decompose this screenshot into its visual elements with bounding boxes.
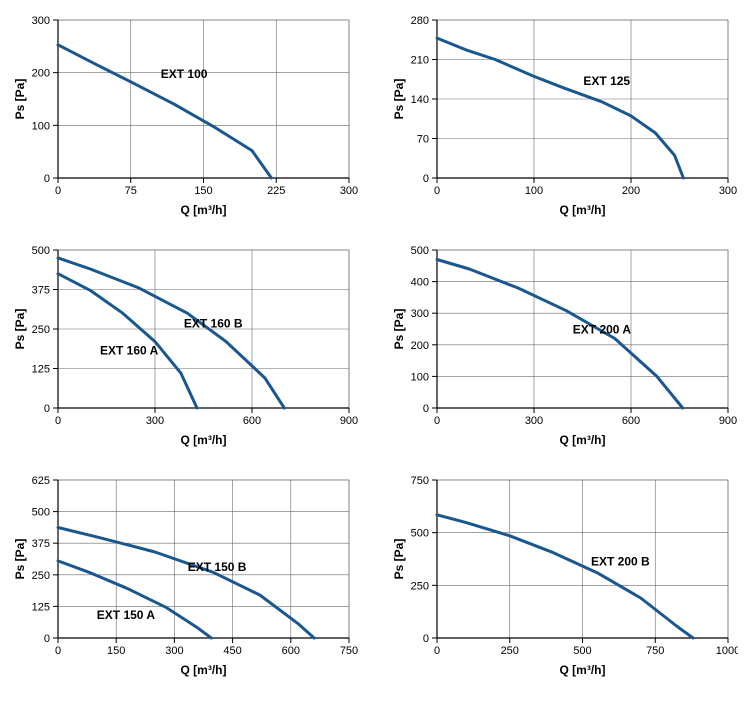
- chart-ext200b: 0 250 500 750 1000 0 250 500 750 Q [m³/h] Ps [Pa] E…: [389, 470, 738, 680]
- series-line: [437, 38, 683, 178]
- x-tick-label: 300: [340, 185, 358, 197]
- y-tick-label: 500: [411, 245, 429, 257]
- y-tick-label: 70: [417, 134, 429, 146]
- x-tick-label: 0: [434, 415, 440, 427]
- x-tick-label: 0: [434, 645, 440, 657]
- y-tick-label: 0: [44, 633, 50, 645]
- x-axis-label: Q [m³/h]: [181, 663, 227, 677]
- chart-ext160: 0 300 600 900 0 125 250 375 500 Q [m³/h] Ps [Pa] EX…: [10, 240, 359, 450]
- y-tick-label: 100: [411, 371, 429, 383]
- y-tick-label: 125: [32, 364, 50, 376]
- y-axis-label: Ps [Pa]: [13, 79, 27, 120]
- x-tick-label: 750: [340, 645, 358, 657]
- series-line: [437, 515, 693, 638]
- y-tick-label: 140: [411, 94, 429, 106]
- y-tick-label: 250: [411, 580, 429, 592]
- chart-ext100: 0 75 150 225 300 0 100 200 300 Q [m³/h] Ps [Pa] EXT…: [10, 10, 359, 220]
- y-tick-label: 500: [32, 245, 50, 257]
- x-tick-label: 0: [434, 185, 440, 197]
- y-tick-label: 200: [32, 68, 50, 80]
- y-axis-label: Ps [Pa]: [13, 309, 27, 350]
- series-label: EXT 125: [583, 74, 630, 88]
- y-tick-label: 500: [411, 528, 429, 540]
- x-tick-label: 750: [646, 645, 664, 657]
- y-tick-label: 625: [32, 475, 50, 487]
- x-tick-label: 150: [194, 185, 212, 197]
- y-tick-label: 280: [411, 15, 429, 27]
- x-tick-label: 500: [573, 645, 591, 657]
- chart-ext125: 0 100 200 300 0 70 140 210 280 Q [m³/h] Ps [Pa] EXT…: [389, 10, 738, 220]
- series-label: EXT 160 B: [184, 316, 243, 330]
- x-tick-label: 600: [282, 645, 300, 657]
- x-tick-label: 0: [55, 185, 61, 197]
- chart-grid: 0 75 150 225 300 0 100 200 300 Q [m³/h] Ps [Pa] EXT…: [10, 10, 738, 680]
- y-axis-label: Ps [Pa]: [392, 309, 406, 350]
- y-tick-label: 300: [411, 308, 429, 320]
- y-tick-label: 375: [32, 285, 50, 297]
- x-tick-label: 0: [55, 415, 61, 427]
- x-tick-label: 200: [622, 185, 640, 197]
- x-tick-label: 600: [243, 415, 261, 427]
- x-axis-label: Q [m³/h]: [560, 433, 606, 447]
- x-tick-label: 300: [165, 645, 183, 657]
- y-axis-label: Ps [Pa]: [13, 539, 27, 580]
- y-tick-label: 0: [44, 403, 50, 415]
- y-tick-label: 125: [32, 601, 50, 613]
- chart-ext150: 0 150 300 450 600 750 0 125 250 375 500 625 Q [m³/h]…: [10, 470, 359, 680]
- series-label: EXT 150 A: [97, 608, 156, 622]
- x-tick-label: 1000: [716, 645, 738, 657]
- y-tick-label: 200: [411, 340, 429, 352]
- x-tick-label: 300: [525, 415, 543, 427]
- x-tick-label: 100: [525, 185, 543, 197]
- series-label: EXT 100: [161, 67, 208, 81]
- series-line: [58, 274, 197, 408]
- x-tick-label: 600: [622, 415, 640, 427]
- x-axis-label: Q [m³/h]: [560, 203, 606, 217]
- y-tick-label: 0: [423, 403, 429, 415]
- y-tick-label: 500: [32, 507, 50, 519]
- x-tick-label: 300: [146, 415, 164, 427]
- y-tick-label: 400: [411, 277, 429, 289]
- x-tick-label: 0: [55, 645, 61, 657]
- x-tick-label: 75: [125, 185, 137, 197]
- y-axis-label: Ps [Pa]: [392, 79, 406, 120]
- x-tick-label: 900: [340, 415, 358, 427]
- y-tick-label: 375: [32, 538, 50, 550]
- chart-ext200a: 0 300 600 900 0 100 200 300 400 500 Q [m³/h] Ps [Pa…: [389, 240, 738, 450]
- series-label: EXT 160 A: [100, 343, 159, 357]
- series-label: EXT 200 B: [591, 554, 650, 568]
- x-tick-label: 250: [501, 645, 519, 657]
- series-line: [58, 258, 284, 408]
- y-tick-label: 750: [411, 475, 429, 487]
- x-axis-label: Q [m³/h]: [560, 663, 606, 677]
- x-tick-label: 300: [719, 185, 737, 197]
- x-axis-label: Q [m³/h]: [181, 203, 227, 217]
- y-tick-label: 0: [44, 173, 50, 185]
- x-tick-label: 150: [107, 645, 125, 657]
- y-tick-label: 100: [32, 120, 50, 132]
- y-tick-label: 250: [32, 570, 50, 582]
- x-tick-label: 225: [267, 185, 285, 197]
- x-axis-label: Q [m³/h]: [181, 433, 227, 447]
- y-tick-label: 0: [423, 173, 429, 185]
- y-tick-label: 250: [32, 324, 50, 336]
- y-tick-label: 210: [411, 55, 429, 67]
- y-tick-label: 300: [32, 15, 50, 27]
- y-tick-label: 0: [423, 633, 429, 645]
- y-axis-label: Ps [Pa]: [392, 539, 406, 580]
- series-line: [58, 45, 271, 178]
- series-label: EXT 200 A: [573, 323, 632, 337]
- x-tick-label: 900: [719, 415, 737, 427]
- x-tick-label: 450: [223, 645, 241, 657]
- series-label: EXT 150 B: [188, 560, 247, 574]
